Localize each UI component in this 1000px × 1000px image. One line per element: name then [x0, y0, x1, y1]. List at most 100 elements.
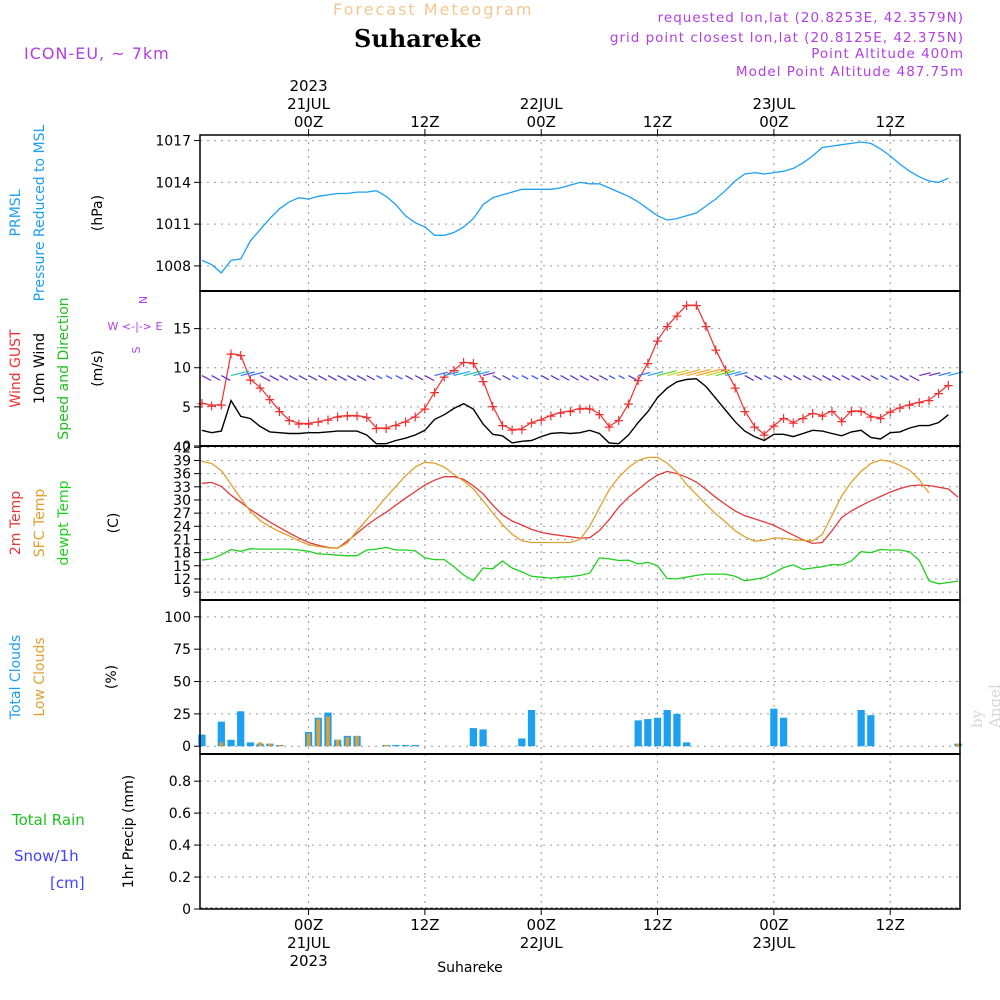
wind-direction-arrow — [899, 375, 909, 381]
gust-marker: + — [293, 416, 305, 432]
total-cloud-bar — [237, 711, 245, 747]
gust-marker: + — [661, 319, 673, 335]
total-cloud-bar — [779, 717, 788, 747]
y-axis-unit: (m/s) — [90, 350, 106, 387]
gust-marker: + — [865, 409, 877, 425]
wind-direction-arrow — [802, 375, 812, 381]
gust-marker: + — [283, 413, 295, 429]
gust-marker: + — [855, 404, 867, 420]
footer-station: Suhareke — [437, 960, 503, 976]
panel-frame — [199, 753, 961, 910]
gust-marker: + — [341, 408, 353, 424]
gust-marker: + — [361, 410, 373, 426]
wind-direction-arrow — [259, 375, 271, 382]
gust-marker: + — [245, 372, 257, 388]
wind-direction-arrow — [734, 371, 748, 377]
y-axis-unit: (C) — [106, 513, 122, 534]
wind-direction-arrow — [608, 375, 616, 380]
gust-marker: + — [710, 343, 722, 359]
y-tick-label: 0 — [182, 739, 191, 755]
gust-marker: + — [904, 398, 916, 414]
wind-direction-arrow — [909, 375, 920, 382]
wind-direction-arrow — [385, 375, 393, 380]
wind-direction-arrow — [638, 371, 651, 377]
gust-marker: + — [545, 408, 557, 424]
gust-marker: + — [419, 401, 431, 417]
gust-marker: + — [225, 347, 237, 363]
wind-direction-arrow — [317, 375, 328, 381]
gust-marker: + — [477, 374, 489, 390]
x-axis-label-top: 2023 — [289, 77, 327, 95]
gust-marker: + — [458, 355, 470, 371]
y-tick-label: 30 — [173, 493, 191, 509]
gust-marker: + — [623, 397, 635, 413]
wind-direction-arrow — [705, 369, 729, 377]
y-tick-label: 1011 — [155, 217, 191, 233]
x-axis-label-top: 23JUL — [752, 95, 795, 113]
compass-label: S — [130, 346, 143, 353]
low-cloud-bar — [316, 719, 321, 747]
gust-marker: + — [429, 385, 441, 401]
x-axis-label-bottom: 23JUL — [752, 934, 795, 952]
y-axis-label: SFC Temp — [32, 489, 48, 558]
wind-direction-arrow — [560, 375, 570, 381]
gust-marker: + — [468, 356, 480, 372]
total-cloud-bar — [663, 710, 671, 747]
gust-marker: + — [749, 419, 761, 435]
gust-marker: + — [351, 408, 363, 424]
y-tick-label: 42 — [173, 440, 191, 456]
total-cloud-bar — [246, 742, 255, 747]
x-axis-label-bottom: 12Z — [643, 916, 672, 934]
y-tick-label: 18 — [173, 546, 191, 562]
gust-marker: + — [371, 421, 383, 437]
wind-direction-arrow — [395, 375, 403, 380]
x-axis-label-bottom: 2023 — [289, 952, 327, 970]
wind-direction-arrow — [444, 371, 459, 377]
total-cloud-bar — [770, 708, 778, 747]
wind-direction-arrow — [502, 375, 511, 381]
x-axis-label-bottom: 00Z — [527, 916, 556, 934]
total-cloud-bar — [401, 744, 410, 747]
gust-marker: + — [613, 413, 625, 429]
gust-marker: + — [594, 407, 606, 423]
total-cloud-bar — [392, 744, 400, 747]
gust-marker: + — [497, 418, 509, 434]
gust-marker: + — [196, 396, 208, 412]
precip-legend-snow: Snow/1h — [14, 847, 79, 865]
wind-direction-arrow — [657, 370, 677, 377]
grid-point-coordinates: grid point closest lon,lat (20.8125E, 42… — [609, 30, 964, 46]
gust-marker: + — [739, 404, 751, 420]
gust-marker: + — [574, 401, 586, 417]
gust-marker: + — [332, 409, 344, 425]
gust-marker: + — [681, 298, 693, 314]
series-line-sfctemp — [201, 456, 930, 549]
y-axis-label: 1hr Precip (mm) — [121, 775, 137, 888]
gust-marker: + — [438, 369, 450, 385]
gust-marker: + — [506, 423, 518, 439]
gust-marker: + — [652, 333, 664, 349]
y-tick-label: 1017 — [155, 134, 191, 150]
gust-marker: + — [215, 398, 227, 414]
compass-label: W <-|-> E — [108, 320, 163, 333]
series-line-wind — [201, 377, 949, 445]
x-axis-label-bottom: 12Z — [876, 916, 905, 934]
series-line-pressure — [201, 141, 949, 274]
y-tick-label: 9 — [182, 585, 191, 601]
y-tick-label: 10 — [173, 361, 191, 377]
model-point-altitude: Model Point Altitude 487.75m — [735, 64, 964, 80]
low-cloud-bar — [384, 744, 388, 747]
x-axis-label-top: 22JUL — [520, 95, 563, 113]
wind-direction-arrow — [783, 375, 793, 381]
total-cloud-bar — [867, 715, 875, 747]
wind-direction-arrow — [754, 375, 763, 381]
wind-direction-arrow — [288, 375, 298, 381]
panel-frame — [199, 134, 961, 292]
gust-marker: + — [254, 380, 266, 396]
gust-marker: + — [642, 356, 654, 372]
y-tick-label: 0.4 — [169, 838, 191, 854]
y-axis-label: 2m Temp — [8, 491, 24, 555]
wind-direction-arrow — [308, 375, 318, 381]
wind-direction-arrow — [812, 375, 823, 382]
y-axis-label: dewpt Temp — [56, 480, 72, 565]
gust-marker: + — [516, 422, 528, 438]
